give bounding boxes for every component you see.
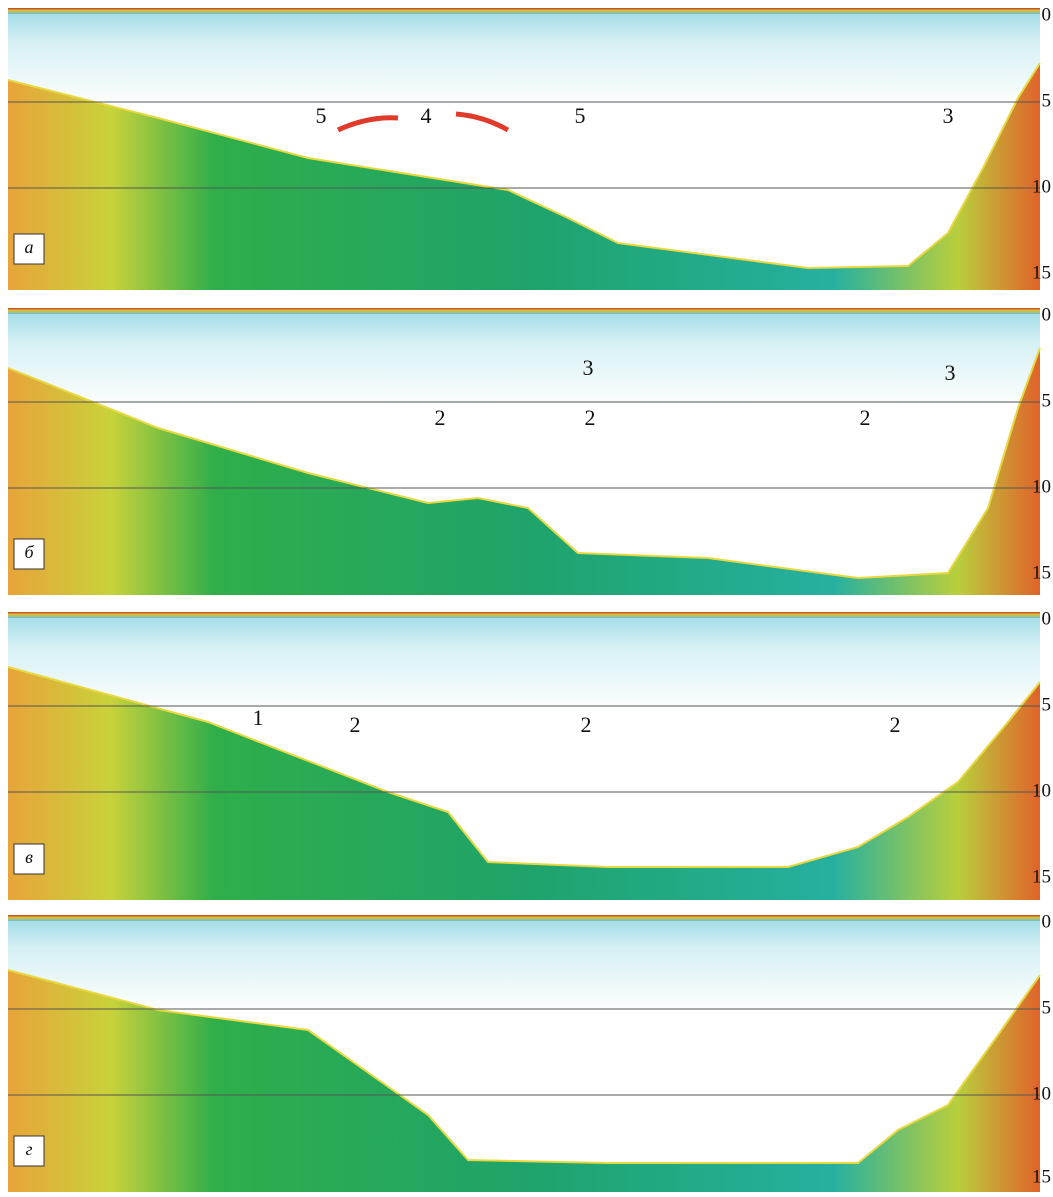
echogram-panel: 0 5 10 15 5 4 5 3 а: [8, 4, 1051, 290]
depth-tick-label: 5: [1042, 90, 1052, 111]
depth-tick-label: 5: [1042, 997, 1052, 1018]
annotation-number: 3: [945, 360, 956, 385]
echogram-panel: 0 5 10 15 1 2 2 2 в: [8, 608, 1051, 900]
panel-label: а: [25, 237, 34, 257]
annotation-number: 5: [575, 103, 586, 128]
depth-tick-label: 10: [1032, 780, 1051, 801]
annotation-number: 3: [943, 103, 954, 128]
depth-tick-label: 0: [1042, 304, 1052, 325]
annotation-number: 3: [583, 355, 594, 380]
annotation-number: 5: [316, 103, 327, 128]
depth-tick-label: 15: [1032, 262, 1051, 283]
depth-tick-label: 0: [1042, 608, 1052, 629]
panel-label: г: [25, 1139, 32, 1159]
annotation-number: 2: [890, 712, 901, 737]
depth-tick-label: 15: [1032, 866, 1051, 887]
annotation-number: 1: [253, 705, 264, 730]
annotation-number: 2: [350, 712, 361, 737]
panel-label: б: [24, 542, 34, 562]
depth-tick-label: 5: [1042, 694, 1052, 715]
echogram-figure: 0 5 10 15 5 4 5 3 а 0 5 10 15 3 3 2 2 2 б 0 5 10 15 1 2 2 2 в 0 5 10 15…: [0, 0, 1053, 1197]
annotation-number: 2: [435, 405, 446, 430]
annotation-number: 2: [860, 405, 871, 430]
depth-tick-label: 0: [1042, 4, 1052, 25]
echogram-panel: 0 5 10 15 г: [8, 911, 1051, 1192]
depth-tick-label: 5: [1042, 390, 1052, 411]
annotation-number: 4: [421, 103, 432, 128]
echogram-panel: 0 5 10 15 3 3 2 2 2 б: [8, 304, 1051, 595]
depth-tick-label: 15: [1032, 562, 1051, 583]
surface-band: [8, 8, 1040, 14]
panel-label: в: [25, 847, 33, 867]
annotation-number: 2: [581, 712, 592, 737]
surface-band: [8, 308, 1040, 314]
depth-tick-label: 10: [1032, 1083, 1051, 1104]
annotation-number: 2: [585, 405, 596, 430]
depth-tick-label: 15: [1032, 1166, 1051, 1187]
surface-band: [8, 915, 1040, 921]
depth-tick-label: 10: [1032, 176, 1051, 197]
surface-band: [8, 612, 1040, 618]
depth-tick-label: 0: [1042, 911, 1052, 932]
depth-tick-label: 10: [1032, 476, 1051, 497]
